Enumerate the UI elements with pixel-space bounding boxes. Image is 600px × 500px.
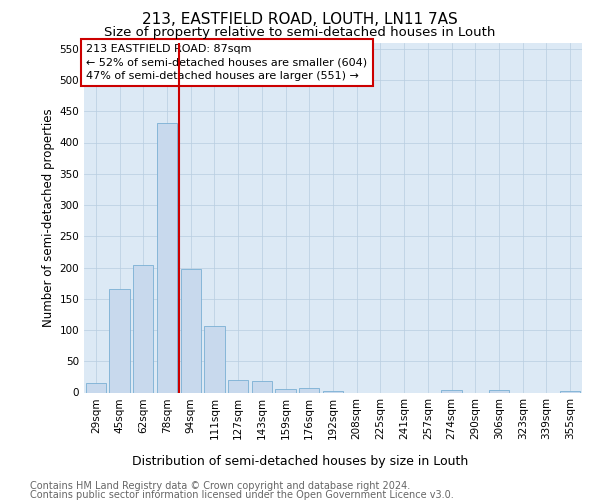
Bar [299,388,319,392]
Text: Contains HM Land Registry data © Crown copyright and database right 2024.: Contains HM Land Registry data © Crown c… [30,481,410,491]
Bar [133,265,154,392]
Text: 213 EASTFIELD ROAD: 87sqm
← 52% of semi-detached houses are smaller (604)
47% of: 213 EASTFIELD ROAD: 87sqm ← 52% of semi-… [86,44,368,80]
Text: Distribution of semi-detached houses by size in Louth: Distribution of semi-detached houses by … [132,454,468,468]
Bar [205,326,224,392]
Bar [275,390,296,392]
Bar [252,381,272,392]
Bar [323,391,343,392]
Text: Contains public sector information licensed under the Open Government Licence v3: Contains public sector information licen… [30,490,454,500]
Text: 213, EASTFIELD ROAD, LOUTH, LN11 7AS: 213, EASTFIELD ROAD, LOUTH, LN11 7AS [142,12,458,28]
Bar [86,383,106,392]
Y-axis label: Number of semi-detached properties: Number of semi-detached properties [42,108,55,327]
Bar [181,270,201,392]
Bar [157,122,177,392]
Bar [109,290,130,393]
Bar [489,390,509,392]
Bar [442,390,461,392]
Text: Size of property relative to semi-detached houses in Louth: Size of property relative to semi-detach… [104,26,496,39]
Bar [560,390,580,392]
Bar [228,380,248,392]
